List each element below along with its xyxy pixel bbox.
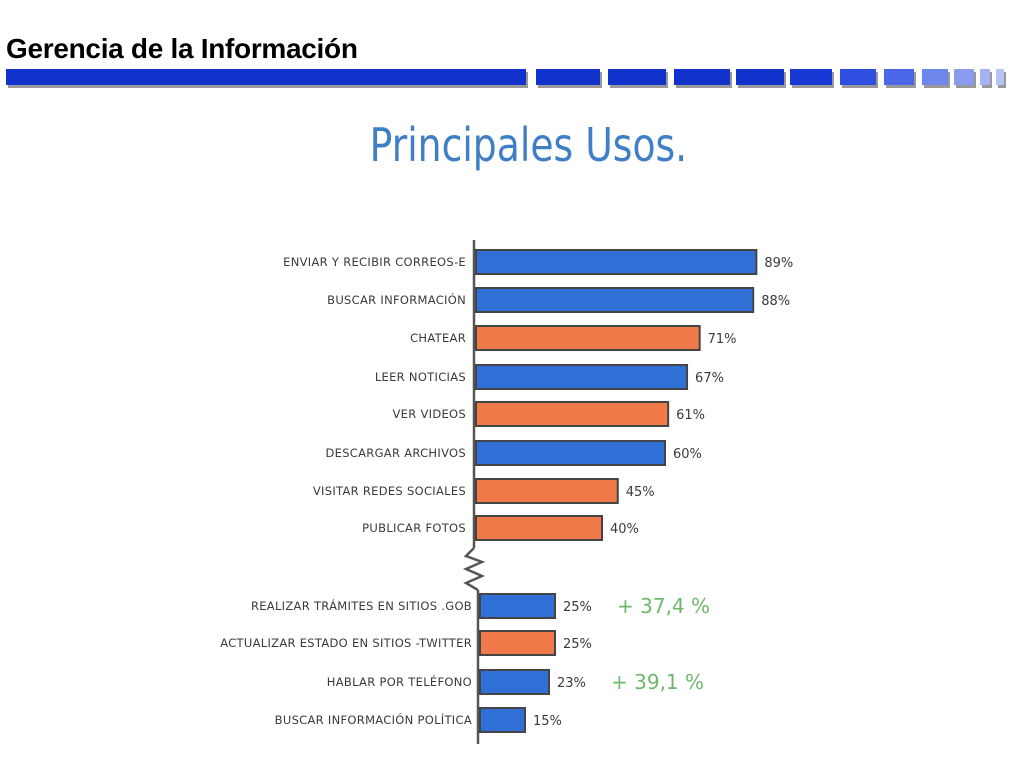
header-bar-segment — [536, 69, 600, 85]
value-label: 15% — [533, 714, 562, 729]
value-label: 61% — [676, 408, 705, 423]
category-label: ENVIAR Y RECIBIR CORREOS-E — [283, 255, 466, 269]
header-bar-segment — [608, 69, 666, 85]
value-label: 89% — [764, 256, 793, 271]
header-bar-segment — [996, 69, 1004, 85]
header-bar-segment — [980, 69, 990, 85]
header-bar-segment — [922, 69, 948, 85]
value-label: 60% — [673, 447, 702, 462]
value-label: 45% — [626, 485, 655, 500]
growth-annotation: + 39,1 % — [611, 670, 704, 694]
bar-8 — [475, 515, 603, 541]
bar-12 — [479, 707, 526, 733]
growth-annotation: + 37,4 % — [617, 594, 710, 618]
axis-break-icon — [462, 547, 486, 592]
chart-title: Principales Usos. — [369, 118, 688, 172]
bar-9 — [479, 593, 556, 619]
category-label: CHATEAR — [410, 331, 466, 345]
header-bar-segment — [790, 69, 832, 85]
value-label: 23% — [557, 676, 586, 691]
page-title: Gerencia de la Información — [6, 33, 358, 64]
bar-7 — [475, 478, 619, 504]
bar-10 — [479, 630, 556, 656]
value-label: 40% — [610, 522, 639, 537]
category-label: VISITAR REDES SOCIALES — [313, 484, 466, 498]
category-label: DESCARGAR ARCHIVOS — [325, 446, 466, 460]
bar-1 — [475, 249, 758, 275]
value-label: 88% — [761, 294, 790, 309]
bar-6 — [475, 440, 666, 466]
bar-11 — [479, 669, 550, 695]
bar-5 — [475, 401, 670, 427]
bar-4 — [475, 364, 689, 390]
category-label: REALIZAR TRÁMITES EN SITIOS .GOB — [251, 598, 472, 613]
category-label: BUSCAR INFORMACIÓN POLÍTICA — [275, 712, 472, 727]
header-bar-segment — [674, 69, 730, 85]
value-label: 25% — [563, 600, 592, 615]
value-label: 25% — [563, 637, 592, 652]
header-bar-segment — [840, 69, 876, 85]
header-bar-segment — [736, 69, 784, 85]
bar-2 — [475, 287, 755, 313]
category-label: HABLAR POR TELÉFONO — [327, 674, 472, 689]
category-label: LEER NOTICIAS — [375, 370, 466, 384]
category-label: PUBLICAR FOTOS — [362, 521, 466, 535]
bar-3 — [475, 325, 701, 351]
value-label: 67% — [695, 371, 724, 386]
header-bar-segment — [6, 69, 526, 85]
header-bar-segment — [884, 69, 914, 85]
category-label: ACTUALIZAR ESTADO EN SITIOS -TWITTER — [220, 636, 472, 650]
category-label: BUSCAR INFORMACIÓN — [327, 292, 466, 307]
header-bar-segment — [954, 69, 974, 85]
category-label: VER VIDEOS — [392, 407, 466, 421]
value-label: 71% — [708, 332, 737, 347]
header-decorative-bar — [6, 69, 1006, 88]
